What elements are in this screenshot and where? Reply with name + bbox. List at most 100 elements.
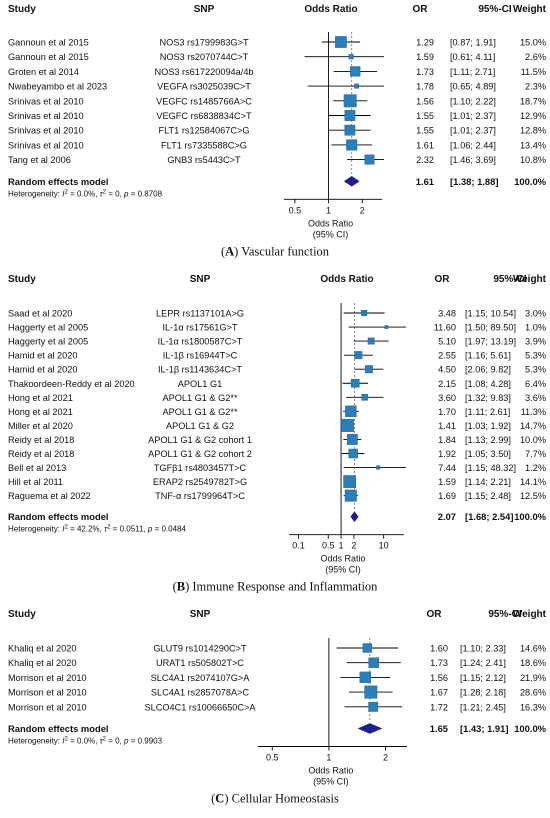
weight-value: 14.1% xyxy=(520,477,546,487)
or-value: 1.55 xyxy=(416,111,434,121)
study-column-header: Study xyxy=(8,4,36,15)
ci-value: [1.15; 2.48] xyxy=(465,491,511,501)
effect-square xyxy=(343,475,356,488)
or-value: 2.32 xyxy=(416,155,434,165)
caption-paren: ) xyxy=(185,580,192,594)
ci-value: [2.06; 9.82] xyxy=(465,365,511,375)
study-name: Khaliq et al 2020 xyxy=(8,658,76,668)
ci-value: [1.32; 9.83] xyxy=(465,393,511,403)
snp-name: FLT1 rs12584067C>G xyxy=(159,126,250,136)
effect-square xyxy=(368,657,379,668)
x-tick-label: 1 xyxy=(326,205,331,215)
het-superscript: 2 xyxy=(65,189,69,195)
caption-paren: ) xyxy=(234,244,241,258)
weight-value: 15.0% xyxy=(520,38,546,48)
study-name: Thakoordeen-Reddy et al 2020 xyxy=(8,379,135,389)
ci-column-header: 95%-CI xyxy=(493,274,527,285)
or-value: 4.50 xyxy=(438,365,456,375)
het-text: , xyxy=(120,189,124,198)
snp-name: NOS3 rs2070744C>T xyxy=(160,52,249,62)
het-value: 0.8708 xyxy=(138,189,163,198)
effect-square xyxy=(354,351,363,360)
weight-value: 13.4% xyxy=(520,140,546,150)
het-symbol: τ xyxy=(100,189,104,198)
caption-text: Vascular function xyxy=(241,244,330,258)
study-name: Haggerty et al 2005 xyxy=(8,337,88,347)
study-name: Raguema et al 2022 xyxy=(8,491,91,501)
ci-value: [1.16; 5.61] xyxy=(465,351,511,361)
random-effects-label: Random effects model xyxy=(8,176,109,187)
study-name: Haggerty et al 2005 xyxy=(8,323,88,333)
snp-name: GLUT9 rs1014290C>T xyxy=(153,644,247,654)
study-column-header: Study xyxy=(8,274,36,285)
study-name: Saad et al 2020 xyxy=(8,309,72,319)
or-value: 1.69 xyxy=(438,491,456,501)
x-axis-subtitle: (95% CI) xyxy=(313,229,349,239)
het-symbol: p xyxy=(147,525,153,534)
weight-value: 1.2% xyxy=(525,463,546,473)
snp-name: SLC4A1 rs2074107G>A xyxy=(151,673,251,683)
study-name: Srinivas et al 2010 xyxy=(8,140,84,150)
ci-value: [1.01; 2.37] xyxy=(450,111,496,121)
het-value: 0.0% xyxy=(77,189,95,198)
weight-value: 7.7% xyxy=(525,449,546,459)
caption-letter: A xyxy=(225,244,234,258)
study-name: Groten et al 2014 xyxy=(8,67,79,77)
ci-value: [1.13; 2.99] xyxy=(465,435,511,445)
snp-name: IL-1α rs17561G>T xyxy=(162,323,237,333)
or-value: 1.70 xyxy=(438,407,456,417)
ci-value: [1.10; 2.33] xyxy=(460,644,506,654)
ci-value: [1.15; 10.54] xyxy=(465,309,516,319)
weight-value: 21.9% xyxy=(520,673,546,683)
het-text: Heterogeneity: xyxy=(8,737,62,746)
x-tick-label: 2 xyxy=(360,205,365,215)
het-text: , xyxy=(95,737,99,746)
x-axis-title: Odds Ratio xyxy=(321,554,366,564)
effect-square xyxy=(354,83,360,89)
snp-column-header: SNP xyxy=(190,609,211,620)
weight-value: 11.5% xyxy=(521,67,546,77)
effect-square xyxy=(364,685,378,699)
het-symbol: p xyxy=(123,737,129,746)
effect-square xyxy=(335,36,347,48)
effect-square xyxy=(362,643,372,653)
weight-value: 18.7% xyxy=(520,96,546,106)
ci-value: [1.03; 1.92] xyxy=(465,421,511,431)
or-value: 1.73 xyxy=(430,658,448,668)
weight-value: 3.0% xyxy=(525,309,546,319)
het-symbol: I xyxy=(62,737,65,746)
ci-value: [1.15; 2.12] xyxy=(460,673,506,683)
x-tick-label: 10 xyxy=(379,541,389,551)
weight-value: 14.6% xyxy=(520,644,546,654)
effect-square xyxy=(346,434,358,445)
het-text: , xyxy=(120,737,124,746)
snp-name: NOS3 rs617220094a/4b xyxy=(154,67,253,77)
or-value: 1.55 xyxy=(416,126,434,136)
ci-value: [1.11; 2.71] xyxy=(450,67,495,77)
het-value: 0.9903 xyxy=(138,737,163,746)
het-value: 42.2% xyxy=(77,525,100,534)
study-name: Morrison et al 2010 xyxy=(8,688,87,698)
x-tick-label: 0.1 xyxy=(292,541,305,551)
effect-square xyxy=(361,394,369,401)
heterogeneity-statistics: Heterogeneity: I2 = 0.0%, τ2 = 0, p = 0.… xyxy=(8,189,163,198)
study-name: Srinivas et al 2010 xyxy=(8,96,84,106)
odds-ratio-column-header: Odds Ratio xyxy=(320,274,373,285)
effect-square xyxy=(345,405,357,418)
study-name: Khaliq et al 2020 xyxy=(8,644,76,654)
snp-name: APOL1 G1 & G2 cohort 2 xyxy=(148,449,252,459)
effect-square xyxy=(343,94,357,108)
ci-column-header: 95%-CI xyxy=(478,4,512,15)
ci-value: [1.01; 2.37] xyxy=(450,126,496,136)
summary-diamond xyxy=(350,511,359,523)
snp-name: IL-1β rs16944T>C xyxy=(163,351,238,361)
study-name: Hamid et al 2020 xyxy=(8,351,77,361)
study-name: Reidy et al 2018 xyxy=(8,435,74,445)
het-superscript: 2 xyxy=(103,737,107,743)
effect-square xyxy=(376,465,381,470)
weight-value: 2.6% xyxy=(525,52,546,62)
effect-square xyxy=(367,337,375,345)
